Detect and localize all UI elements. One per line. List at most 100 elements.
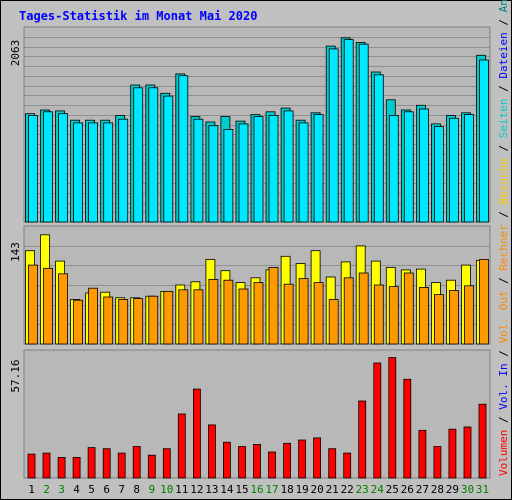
bar-besuche-day-31 — [479, 259, 489, 345]
y-axis-max-label: 2063 — [9, 40, 22, 67]
legend-item-: / — [497, 344, 510, 364]
bar-besuche-day-29 — [448, 290, 459, 345]
x-tick-label-day-30: 30 — [461, 483, 474, 496]
x-tick-label-day-4: 4 — [73, 483, 80, 496]
bar-volumen-day-6 — [102, 448, 111, 479]
x-tick-label-day-8: 8 — [133, 483, 140, 496]
x-tick-label-day-21: 21 — [326, 483, 339, 496]
bar-volumen-day-15 — [238, 446, 246, 479]
bar-volumen-day-19 — [298, 439, 307, 479]
x-tick-label-day-22: 22 — [341, 483, 354, 496]
x-tick-label-day-16: 16 — [250, 483, 263, 496]
bar-dateien-day-20 — [313, 114, 324, 223]
bar-volumen-day-29 — [448, 428, 457, 479]
bar-besuche-day-15 — [238, 288, 249, 345]
x-tick-label-day-3: 3 — [58, 483, 65, 496]
bar-besuche-day-16 — [253, 282, 264, 345]
bar-besuche-day-8 — [133, 298, 144, 345]
x-tick-label-day-15: 15 — [235, 483, 248, 496]
bar-besuche-day-10 — [163, 290, 174, 345]
legend: Volumen / Vol. In / Vol. Out / Rechner /… — [497, 0, 510, 476]
x-tick-label-day-31: 31 — [476, 483, 489, 496]
x-tick-label-day-28: 28 — [431, 483, 444, 496]
bar-volumen-day-4 — [72, 456, 81, 479]
bar-dateien-day-23 — [358, 43, 369, 223]
bar-besuche-day-30 — [464, 285, 474, 345]
bar-besuche-day-6 — [103, 296, 114, 345]
x-tick-label-day-5: 5 — [88, 483, 95, 496]
bar-volumen-day-17 — [268, 451, 276, 479]
x-tick-label-day-18: 18 — [280, 483, 293, 496]
bar-dateien-day-12 — [193, 118, 204, 223]
legend-item-: / — [497, 138, 510, 158]
y-axis-max-label: 57.16 — [9, 359, 22, 392]
bar-volumen-day-2 — [42, 452, 51, 479]
bar-volumen-day-12 — [192, 388, 201, 479]
bar-dateien-day-7 — [118, 118, 129, 223]
bar-volumen-day-8 — [132, 446, 141, 479]
bar-besuche-day-12 — [193, 289, 204, 345]
bar-besuche-day-23 — [358, 272, 369, 345]
bar-dateien-day-29 — [448, 117, 459, 223]
bar-dateien-day-13 — [208, 125, 219, 223]
legend-item-anfragen: Anfragen — [497, 0, 510, 12]
bar-besuche-day-24 — [373, 284, 384, 345]
bar-dateien-day-8 — [133, 87, 144, 223]
legend-item-: / — [497, 12, 510, 32]
bar-besuche-day-9 — [148, 295, 159, 345]
bar-dateien-day-9 — [148, 87, 159, 223]
bar-volumen-day-22 — [343, 452, 352, 479]
legend-item-volout: Vol. Out — [497, 291, 510, 344]
bar-dateien-day-1 — [28, 115, 38, 223]
bar-dateien-day-15 — [238, 123, 249, 223]
x-tick-label-day-1: 1 — [28, 483, 35, 496]
bar-volumen-day-7 — [117, 452, 126, 479]
bar-dateien-day-18 — [283, 110, 294, 223]
bar-dateien-day-19 — [298, 122, 309, 223]
legend-item-besuche: Besuche — [497, 158, 510, 204]
bar-volumen-day-30 — [463, 426, 472, 479]
bar-besuche-day-28 — [433, 294, 444, 345]
legend-item-: / — [497, 79, 510, 99]
x-tick-label-day-13: 13 — [205, 483, 218, 496]
bar-dateien-day-22 — [343, 39, 354, 223]
bar-besuche-day-2 — [43, 267, 53, 345]
x-tick-label-day-26: 26 — [401, 483, 414, 496]
bar-dateien-day-16 — [253, 116, 264, 223]
bar-dateien-day-2 — [43, 111, 53, 223]
legend-item-: / — [497, 204, 510, 224]
bar-besuche-day-7 — [118, 298, 129, 345]
bar-besuche-day-20 — [313, 282, 324, 345]
x-tick-label-day-20: 20 — [310, 483, 323, 496]
bar-besuche-day-19 — [298, 278, 309, 345]
x-tick-label-day-29: 29 — [446, 483, 459, 496]
x-tick-label-day-6: 6 — [103, 483, 110, 496]
bar-dateien-day-5 — [88, 122, 98, 223]
x-tick-label-day-2: 2 — [43, 483, 50, 496]
bar-volumen-day-9 — [147, 454, 156, 479]
x-tick-label-day-25: 25 — [386, 483, 399, 496]
y-axis-max-label: 143 — [9, 242, 22, 262]
bar-besuche-day-13 — [208, 278, 219, 345]
x-tick-label-day-14: 14 — [220, 483, 234, 496]
bar-besuche-day-26 — [403, 272, 414, 345]
x-tick-label-day-19: 19 — [295, 483, 308, 496]
bar-dateien-day-30 — [464, 114, 474, 223]
bar-dateien-day-28 — [433, 126, 444, 223]
bar-besuche-day-22 — [343, 277, 354, 345]
bar-dateien-day-26 — [403, 111, 414, 223]
bar-volumen-day-23 — [358, 400, 367, 479]
bar-besuche-day-18 — [283, 283, 294, 345]
x-tick-label-day-23: 23 — [356, 483, 369, 496]
bar-volumen-day-26 — [403, 378, 412, 479]
x-tick-label-day-24: 24 — [371, 483, 385, 496]
bar-volumen-day-18 — [283, 442, 292, 479]
legend-item-volin: Vol. In — [497, 363, 510, 409]
bar-dateien-day-17 — [268, 115, 279, 223]
chart-title: Tages-Statistik im Monat Mai 2020 — [19, 9, 258, 23]
bar-volumen-day-1 — [27, 453, 36, 479]
bar-volumen-day-31 — [478, 403, 487, 479]
bar-volumen-day-14 — [222, 441, 231, 479]
bar-besuche-day-17 — [268, 267, 279, 345]
